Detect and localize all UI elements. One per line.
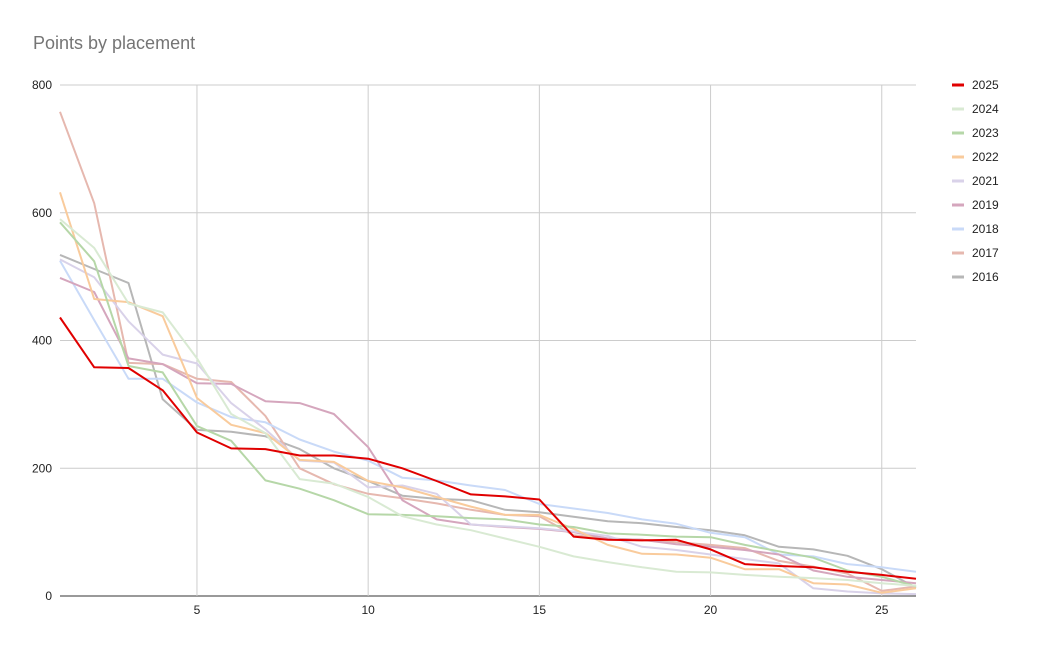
series-line-2023 xyxy=(59,221,917,588)
series-line-2017 xyxy=(59,111,917,592)
legend-item-2022[interactable]: 2022 xyxy=(952,150,999,164)
legend-label: 2022 xyxy=(972,150,999,164)
y-tick-label: 800 xyxy=(32,78,52,92)
legend-item-2016[interactable]: 2016 xyxy=(952,270,999,284)
series-line-2021 xyxy=(59,258,917,596)
series-layer xyxy=(59,111,917,596)
legend: 2025 2024 2023 2022 2021 2019 2018 2017 2016 xyxy=(952,78,999,284)
x-tick-label: 25 xyxy=(875,603,889,617)
legend-item-2025[interactable]: 2025 xyxy=(952,78,999,92)
legend-item-2017[interactable]: 2017 xyxy=(952,246,999,260)
legend-item-2019[interactable]: 2019 xyxy=(952,198,999,212)
x-tick-label: 15 xyxy=(533,603,547,617)
y-tick-label: 400 xyxy=(32,334,52,348)
x-tick-label: 5 xyxy=(194,603,201,617)
series-line-2016 xyxy=(59,253,917,589)
legend-item-2024[interactable]: 2024 xyxy=(952,102,999,116)
legend-label: 2016 xyxy=(972,270,999,284)
series-line-2018 xyxy=(59,260,917,573)
series-line-2025 xyxy=(59,316,917,580)
legend-item-2021[interactable]: 2021 xyxy=(952,174,999,188)
legend-label: 2018 xyxy=(972,222,999,236)
legend-label: 2024 xyxy=(972,102,999,116)
legend-label: 2025 xyxy=(972,78,999,92)
legend-item-2023[interactable]: 2023 xyxy=(952,126,999,140)
legend-item-2018[interactable]: 2018 xyxy=(952,222,999,236)
x-tick-label: 10 xyxy=(361,603,375,617)
legend-label: 2023 xyxy=(972,126,999,140)
legend-label: 2019 xyxy=(972,198,999,212)
y-tick-label: 0 xyxy=(45,589,52,603)
series-line-2022 xyxy=(59,191,917,594)
series-line-2019 xyxy=(59,276,917,585)
y-tick-label: 600 xyxy=(32,206,52,220)
legend-label: 2021 xyxy=(972,174,999,188)
legend-label: 2017 xyxy=(972,246,999,260)
chart-title: Points by placement xyxy=(33,33,196,53)
series-line-2024 xyxy=(59,218,917,587)
y-tick-label: 200 xyxy=(32,461,52,475)
tick-layer: 0 200 400 600 800 5 10 15 20 25 xyxy=(32,78,889,617)
grid-layer xyxy=(60,84,916,597)
x-tick-label: 20 xyxy=(704,603,718,617)
